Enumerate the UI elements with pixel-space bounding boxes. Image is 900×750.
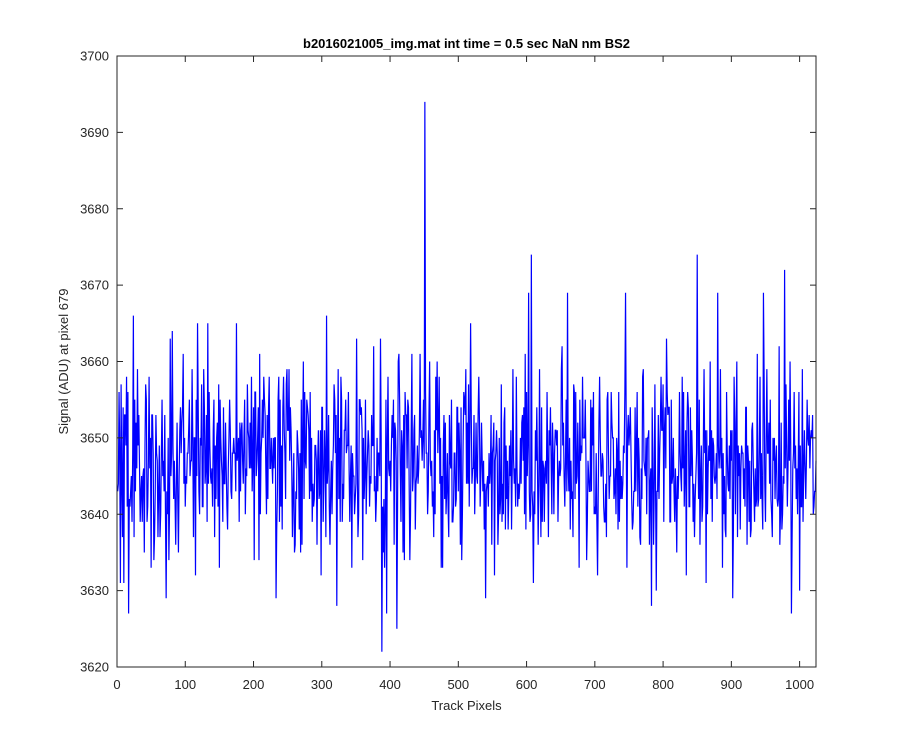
y-tick-label: 3630: [80, 583, 109, 598]
y-tick-label: 3650: [80, 430, 109, 445]
x-tick-label: 300: [311, 677, 333, 692]
y-tick-label: 3700: [80, 49, 109, 64]
plot-area: [117, 56, 816, 667]
x-axis-label: Track Pixels: [431, 698, 502, 713]
x-tick-label: 200: [243, 677, 265, 692]
tick-layer: 0 100 200 300 400 500 600 700 800 900 1000 3620 3630…: [80, 49, 816, 692]
series-layer: [117, 101, 817, 652]
x-tick-label: 400: [379, 677, 401, 692]
y-axis-label: Signal (ADU) at pixel 679: [56, 289, 71, 435]
x-tick-label: 0: [113, 677, 120, 692]
series-line: [117, 101, 817, 652]
x-tick-label: 600: [516, 677, 538, 692]
y-tick-label: 3640: [80, 507, 109, 522]
y-tick-label: 3620: [80, 660, 109, 675]
x-tick-label: 1000: [785, 677, 814, 692]
y-tick-label: 3680: [80, 201, 109, 216]
y-tick-label: 3690: [80, 125, 109, 140]
y-tick-label: 3670: [80, 278, 109, 293]
x-tick-label: 500: [447, 677, 469, 692]
y-tick-label: 3660: [80, 354, 109, 369]
x-tick-label: 700: [584, 677, 606, 692]
x-tick-label: 100: [174, 677, 196, 692]
chart-title: b2016021005_img.mat int time = 0.5 sec N…: [303, 36, 630, 51]
x-tick-label: 800: [652, 677, 674, 692]
x-tick-label: 900: [721, 677, 743, 692]
axes-box: [116, 55, 817, 668]
